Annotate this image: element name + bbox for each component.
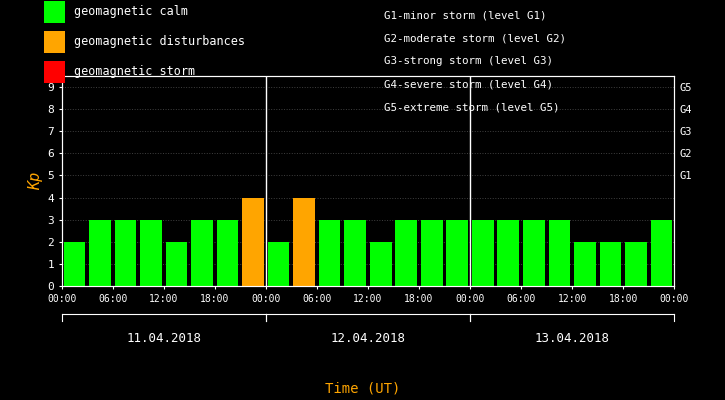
Bar: [319, 220, 341, 286]
Bar: [472, 220, 494, 286]
Bar: [294, 198, 315, 286]
Text: geomagnetic storm: geomagnetic storm: [74, 66, 195, 78]
Bar: [89, 220, 111, 286]
Bar: [370, 242, 392, 286]
Text: geomagnetic calm: geomagnetic calm: [74, 6, 188, 18]
Bar: [574, 242, 596, 286]
Text: G5-extreme storm (level G5): G5-extreme storm (level G5): [384, 103, 560, 113]
Bar: [447, 220, 468, 286]
Text: G3-strong storm (level G3): G3-strong storm (level G3): [384, 56, 553, 66]
Text: 13.04.2018: 13.04.2018: [534, 332, 610, 345]
Bar: [217, 220, 239, 286]
Bar: [268, 242, 289, 286]
Bar: [600, 242, 621, 286]
Bar: [650, 220, 672, 286]
Bar: [523, 220, 544, 286]
Bar: [165, 242, 187, 286]
Text: 11.04.2018: 11.04.2018: [126, 332, 202, 345]
Bar: [191, 220, 213, 286]
Text: geomagnetic disturbances: geomagnetic disturbances: [74, 36, 245, 48]
Text: G4-severe storm (level G4): G4-severe storm (level G4): [384, 80, 553, 90]
Text: Time (UT): Time (UT): [325, 382, 400, 396]
Bar: [64, 242, 86, 286]
Bar: [242, 198, 264, 286]
Bar: [140, 220, 162, 286]
Text: G1-minor storm (level G1): G1-minor storm (level G1): [384, 10, 547, 20]
Bar: [344, 220, 366, 286]
Text: 12.04.2018: 12.04.2018: [331, 332, 405, 345]
Bar: [625, 242, 647, 286]
Bar: [421, 220, 442, 286]
Y-axis label: Kp: Kp: [28, 172, 43, 190]
Text: G2-moderate storm (level G2): G2-moderate storm (level G2): [384, 33, 566, 43]
Bar: [497, 220, 519, 286]
Bar: [549, 220, 571, 286]
Bar: [115, 220, 136, 286]
Bar: [395, 220, 417, 286]
